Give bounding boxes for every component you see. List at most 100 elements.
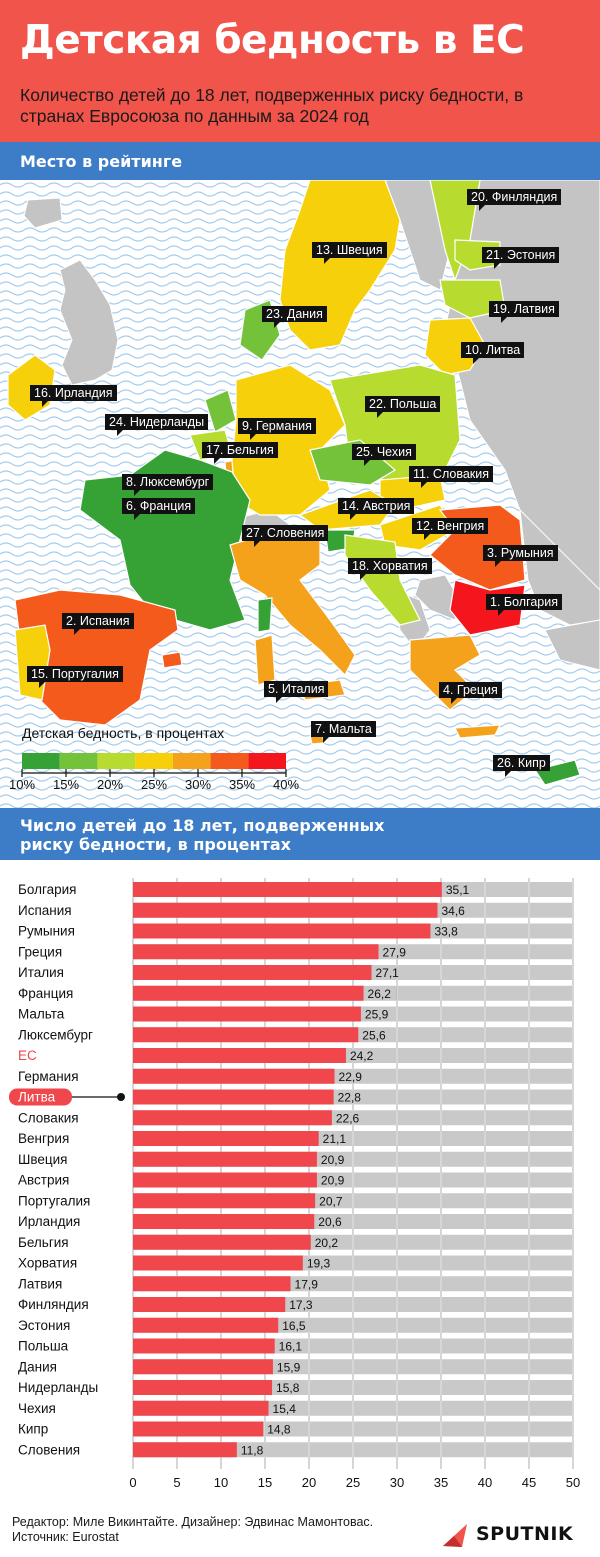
map-svg xyxy=(0,180,600,808)
map-label-luxembourg: 8. Люксембург xyxy=(122,474,214,496)
footer: Редактор: Миле Викинтайте. Дизайнер: Эдв… xyxy=(12,1515,373,1545)
map-label-denmark: 23. Дания xyxy=(262,306,327,328)
category-label: Мальта xyxy=(18,1007,65,1022)
map-label-estonia: 21. Эстония xyxy=(482,247,560,269)
value-label-bg xyxy=(264,1422,297,1436)
bar xyxy=(133,1442,237,1458)
bar xyxy=(133,1421,264,1437)
value-label-bg xyxy=(335,1069,368,1083)
crete-shape xyxy=(454,724,502,739)
logo-icon xyxy=(443,1524,467,1547)
map-label-czechia: 25. Чехия xyxy=(352,444,416,466)
map-label-poland: 22. Польша xyxy=(365,396,441,418)
category-label: Греция xyxy=(18,944,62,959)
highlight-pill xyxy=(9,1088,72,1106)
map-label-latvia: 19. Латвия xyxy=(489,301,559,323)
value-label-bg xyxy=(303,1256,336,1270)
value-label: 15,4 xyxy=(273,1402,297,1416)
value-label-bg xyxy=(364,986,397,1000)
category-label: Бельгия xyxy=(18,1235,69,1250)
value-label: 35,1 xyxy=(446,883,470,897)
value-label-bg xyxy=(291,1277,324,1291)
bar xyxy=(133,1027,359,1043)
category-label: ЕС xyxy=(18,1048,37,1063)
x-tick-label: 50 xyxy=(566,1475,580,1490)
value-label: 34,6 xyxy=(441,904,465,918)
category-label: Словения xyxy=(18,1442,80,1457)
legend-tick-label: 10% xyxy=(8,777,36,792)
map-section-band: Место в рейтинге xyxy=(0,142,600,180)
value-label: 25,9 xyxy=(365,1008,389,1022)
map-label-slovenia: 27. Словения xyxy=(242,525,329,547)
category-label: Италия xyxy=(18,965,64,980)
value-label: 19,3 xyxy=(307,1257,331,1271)
value-label-bg xyxy=(332,1111,365,1125)
legend-tick-label: 25% xyxy=(140,777,168,792)
bar xyxy=(133,1297,286,1312)
map-label-slovakia: 11. Словакия xyxy=(409,466,494,488)
france-shape xyxy=(79,449,251,631)
map-label-romania: 3. Румыния xyxy=(483,545,558,567)
value-label-bg xyxy=(279,1318,312,1332)
value-label-bg xyxy=(359,1028,392,1042)
legend-tick-label: 35% xyxy=(228,777,256,792)
source: Источник: Eurostat xyxy=(12,1530,119,1544)
map-label-croatia: 18. Хорватия xyxy=(348,558,432,580)
category-label: Дания xyxy=(18,1359,57,1374)
credits: Редактор: Миле Викинтайте. Дизайнер: Эдв… xyxy=(12,1515,374,1529)
bar xyxy=(133,985,364,1001)
map-label-austria: 14. Австрия xyxy=(338,498,415,520)
category-label: Венгрия xyxy=(18,1131,69,1146)
value-label: 21,1 xyxy=(323,1132,347,1146)
sputnik-logo: SPUTNIK xyxy=(440,1520,590,1550)
value-label: 17,3 xyxy=(289,1298,313,1312)
value-label-bg xyxy=(317,1173,350,1187)
bar xyxy=(133,1172,317,1188)
map-label-france: 6. Франция xyxy=(122,498,196,520)
bar xyxy=(133,923,431,939)
category-label: Кипр xyxy=(18,1422,48,1437)
legend-tick-label: 15% xyxy=(52,777,80,792)
category-label: Люксембург xyxy=(18,1027,93,1042)
value-label: 22,8 xyxy=(338,1091,362,1105)
legend-swatch xyxy=(22,753,60,769)
map-label-greece: 4. Греция xyxy=(439,682,502,704)
value-label-bg xyxy=(273,1360,306,1374)
legend-tick-label: 30% xyxy=(184,777,212,792)
balearic-shape xyxy=(161,651,183,669)
lithuania-shape xyxy=(424,317,486,376)
legend-swatch xyxy=(135,753,173,769)
chart-section-band: Число детей до 18 лет, подверженных риск… xyxy=(0,808,600,860)
bar xyxy=(133,1048,346,1063)
value-label: 22,6 xyxy=(336,1111,360,1125)
map-label-malta: 7. Мальта xyxy=(311,721,376,743)
value-label: 20,7 xyxy=(319,1194,343,1208)
bar xyxy=(133,1151,317,1167)
bar xyxy=(133,1338,275,1354)
bar xyxy=(133,1359,273,1375)
bar xyxy=(133,944,379,960)
category-label: Швеция xyxy=(18,1152,68,1167)
map-label-finland: 20. Финляндия xyxy=(467,189,562,211)
category-label: Румыния xyxy=(18,924,75,939)
category-label: Франция xyxy=(18,986,73,1001)
bar xyxy=(133,1006,361,1022)
cyprus-shape xyxy=(534,759,581,786)
bar-chart-svg: 0 5 10 15 20 25 30 35 40 45 50 35,1 Болгария 34,6 Испа… xyxy=(9,878,580,1490)
legend-swatch xyxy=(172,753,211,769)
value-label-bg xyxy=(269,1401,302,1415)
value-label: 27,1 xyxy=(375,966,399,980)
map-legend: Детская бедность, в процентах 10% 15% 20% 2… xyxy=(8,725,299,805)
legend-swatch xyxy=(248,753,286,769)
value-label: 25,6 xyxy=(362,1028,386,1042)
category-label: Эстония xyxy=(18,1318,70,1333)
europe-map: 20. Финляндия 13. Швеция 21. Эстония 19.… xyxy=(0,180,600,808)
category-label: Хорватия xyxy=(18,1256,77,1271)
value-label-bg xyxy=(334,1090,367,1104)
value-label-bg xyxy=(286,1298,319,1311)
category-label: Польша xyxy=(18,1339,69,1354)
value-label: 14,8 xyxy=(267,1423,291,1437)
page-subtitle: Количество детей до 18 лет, подверженных… xyxy=(20,85,524,126)
value-label: 20,2 xyxy=(315,1236,339,1250)
x-tick-label: 20 xyxy=(302,1475,316,1490)
